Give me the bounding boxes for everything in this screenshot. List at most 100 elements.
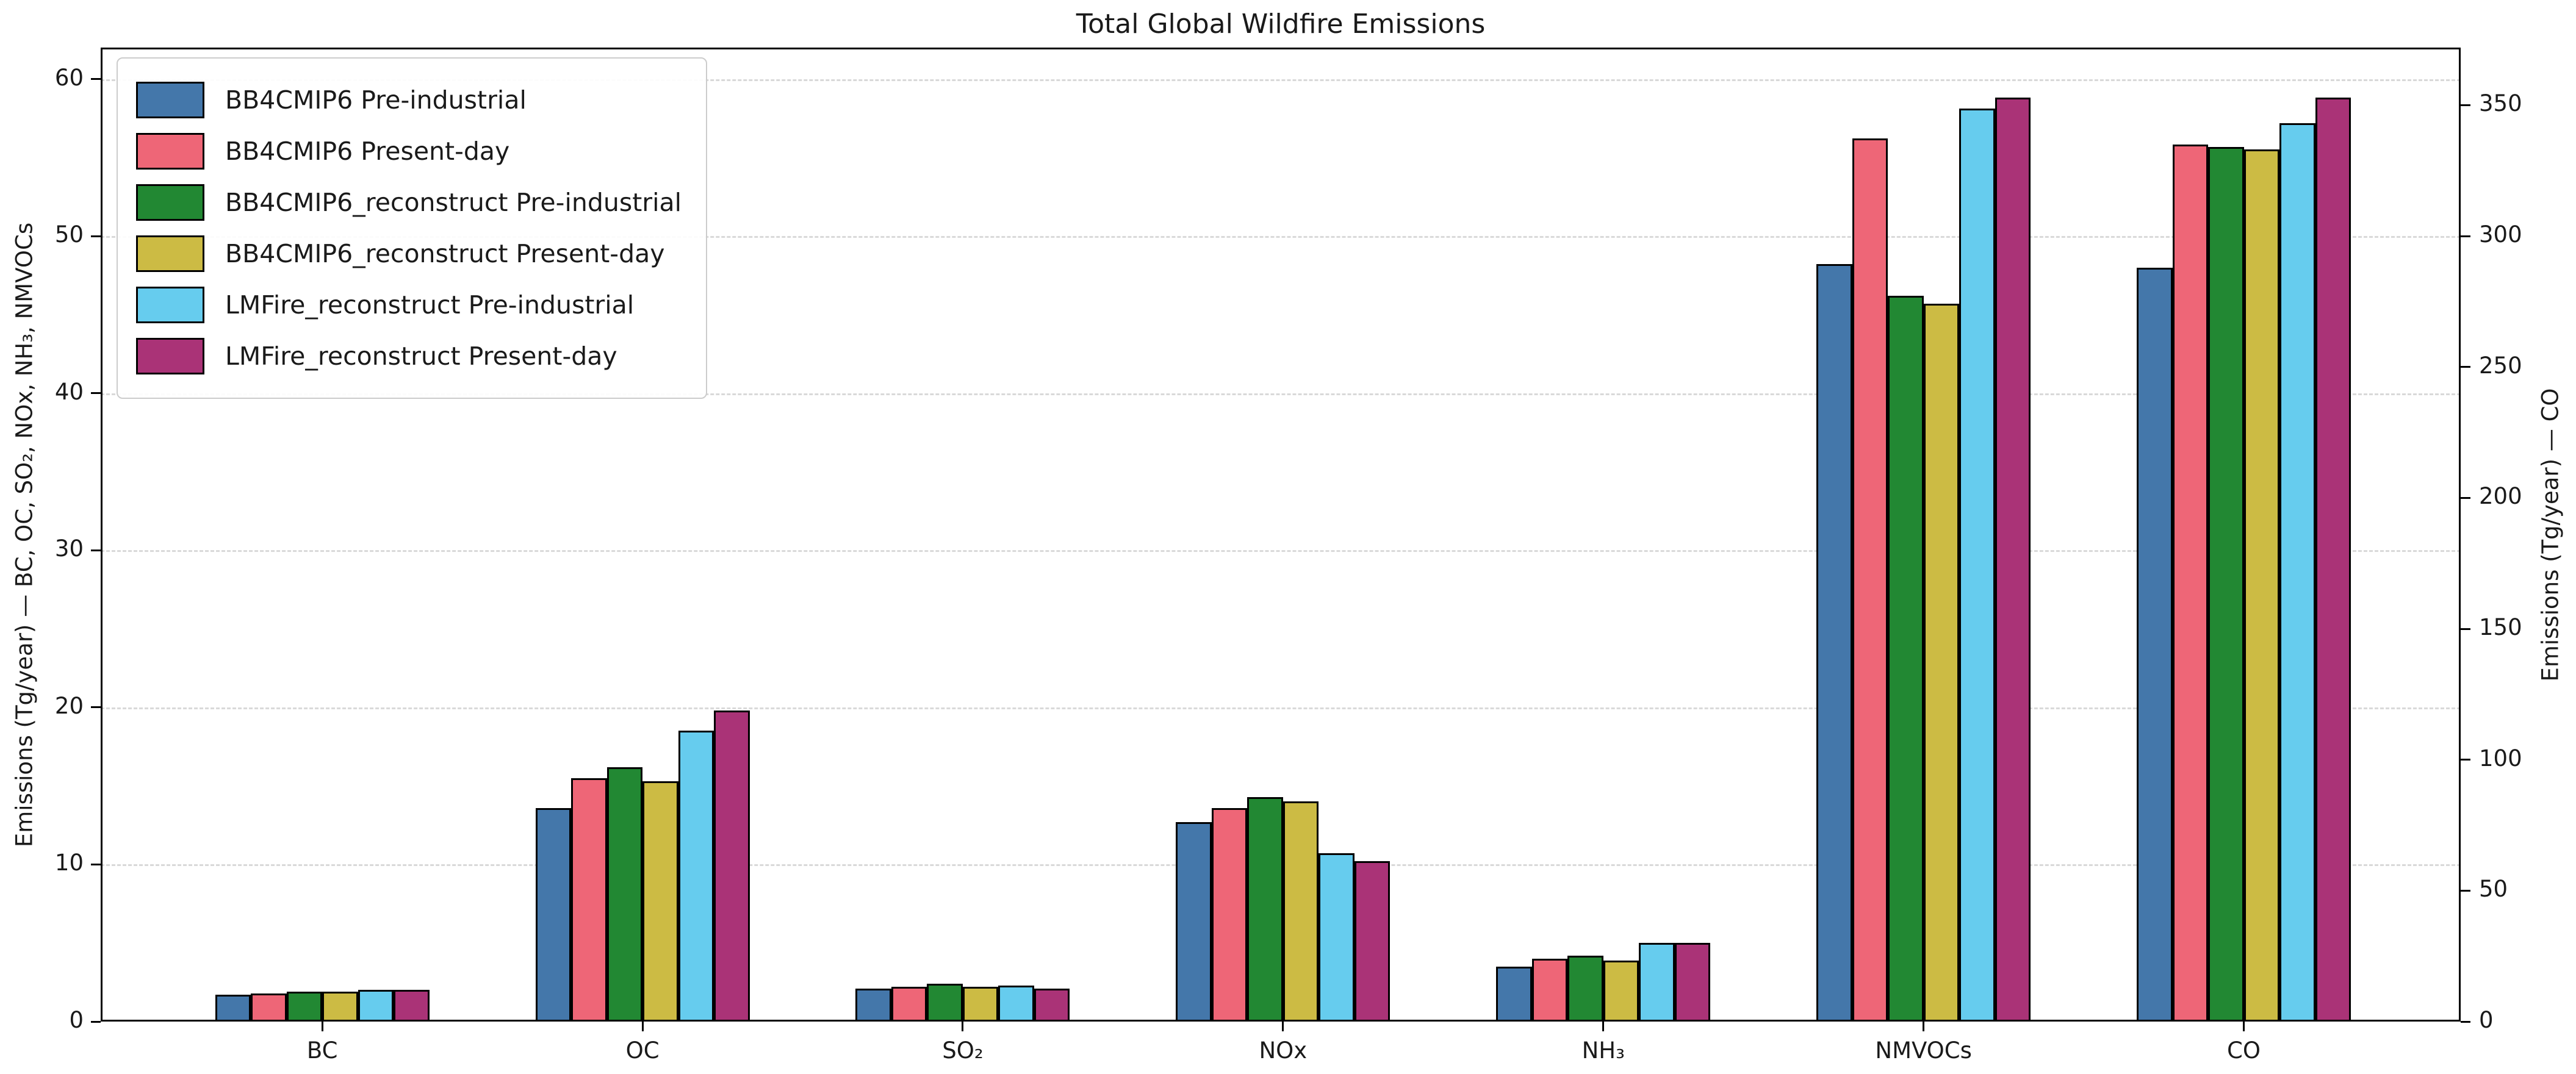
bar	[571, 778, 607, 1022]
legend-swatch	[136, 338, 204, 374]
bar	[1354, 861, 1391, 1022]
y-tick-label-right: 50	[2479, 876, 2508, 903]
legend-label: LMFire_reconstruct Pre-industrial	[225, 290, 635, 320]
legend-label: BB4CMIP6 Pre-industrial	[225, 85, 527, 115]
bar	[251, 993, 287, 1022]
y-tick-label-left: 50	[54, 221, 84, 248]
y-tick-mark-left	[91, 549, 101, 551]
y-tick-mark-right	[2461, 104, 2470, 106]
legend-item: BB4CMIP6_reconstruct Pre-industrial	[136, 177, 682, 228]
y-tick-label-right: 100	[2479, 745, 2522, 771]
bar	[1034, 988, 1070, 1022]
x-tick-label: NMVOCs	[1875, 1037, 1972, 1064]
bar	[998, 985, 1034, 1022]
y-tick-mark-left	[91, 235, 101, 237]
legend-label: LMFire_reconstruct Present-day	[225, 342, 617, 371]
x-tick-label: NOx	[1259, 1037, 1308, 1064]
x-tick-mark	[641, 1022, 644, 1031]
bar	[1319, 853, 1355, 1022]
y-tick-mark-right	[2461, 496, 2470, 499]
legend-label: BB4CMIP6_reconstruct Present-day	[225, 239, 665, 268]
y-tick-label-left: 60	[54, 64, 84, 91]
y-tick-mark-right	[2461, 889, 2470, 892]
bar	[855, 988, 891, 1022]
bar	[1816, 264, 1852, 1022]
legend-label: BB4CMIP6_reconstruct Pre-industrial	[225, 188, 682, 217]
bar	[286, 992, 323, 1022]
legend: BB4CMIP6 Pre-industrial BB4CMIP6 Present-…	[117, 57, 708, 399]
chart-title: Total Global Wildfire Emissions	[1076, 9, 1486, 40]
y-tick-label-left: 20	[54, 692, 84, 719]
y-tick-label-left: 30	[54, 535, 84, 562]
bar	[1888, 295, 1924, 1022]
y-tick-label-left: 0	[69, 1007, 84, 1033]
gridline	[101, 236, 2461, 238]
bar	[215, 995, 251, 1022]
bar	[2137, 267, 2173, 1022]
bar	[1531, 958, 1568, 1022]
bar	[642, 781, 678, 1022]
bar	[1959, 109, 1995, 1022]
y-tick-label-right: 300	[2479, 221, 2522, 248]
bar	[1852, 138, 1888, 1022]
legend-swatch	[136, 133, 204, 170]
bar	[1176, 822, 1212, 1022]
legend-swatch	[136, 235, 204, 272]
y-tick-label-left: 10	[54, 850, 84, 876]
bar	[962, 987, 999, 1022]
bar	[1639, 943, 1675, 1022]
legend-swatch	[136, 287, 204, 323]
y-tick-label-right: 200	[2479, 483, 2522, 510]
x-tick-mark	[1923, 1022, 1925, 1031]
y-tick-mark-right	[2461, 366, 2470, 368]
gridline	[101, 79, 2461, 81]
y-tick-label-right: 250	[2479, 352, 2522, 379]
gridline	[101, 707, 2461, 709]
bar	[1567, 955, 1603, 1022]
x-tick-label: SO₂	[942, 1037, 984, 1064]
legend-item: LMFire_reconstruct Pre-industrial	[136, 279, 682, 331]
gridline	[101, 550, 2461, 553]
bar	[535, 807, 572, 1022]
bar	[358, 990, 394, 1022]
y-tick-mark-left	[91, 78, 101, 81]
legend-item: BB4CMIP6 Present-day	[136, 126, 682, 177]
y-tick-mark-right	[2461, 628, 2470, 630]
x-tick-mark	[1282, 1022, 1284, 1031]
x-tick-label: BC	[306, 1037, 338, 1064]
y-tick-mark-left	[91, 863, 101, 865]
bar	[2243, 149, 2280, 1022]
legend-item: BB4CMIP6_reconstruct Present-day	[136, 228, 682, 279]
bar	[606, 767, 643, 1022]
bar	[2172, 144, 2209, 1022]
bar	[1603, 960, 1639, 1022]
x-tick-label: CO	[2227, 1037, 2261, 1064]
y-axis-label-left: Emissions (Tg/year) — BC, OC, SO₂, NOx, …	[11, 222, 38, 847]
y-tick-label-right: 350	[2479, 90, 2522, 117]
y-tick-label-right: 0	[2479, 1007, 2494, 1033]
legend-swatch	[136, 82, 204, 118]
bar	[714, 710, 750, 1022]
bar	[1211, 807, 1248, 1022]
x-tick-mark	[2243, 1022, 2245, 1031]
bar	[1674, 943, 1711, 1022]
y-tick-mark-left	[91, 706, 101, 709]
y-tick-mark-right	[2461, 759, 2470, 761]
legend-item: LMFire_reconstruct Present-day	[136, 331, 682, 382]
y-tick-mark-right	[2461, 1020, 2470, 1023]
bar	[2315, 97, 2351, 1022]
y-tick-label-left: 40	[54, 378, 84, 405]
legend-label: BB4CMIP6 Present-day	[225, 137, 510, 166]
bar	[927, 984, 963, 1022]
bar	[322, 992, 358, 1022]
bar	[1496, 966, 1532, 1022]
gridline	[101, 393, 2461, 395]
x-tick-mark	[321, 1022, 323, 1031]
bar	[1247, 797, 1283, 1022]
y-tick-label-right: 150	[2479, 614, 2522, 641]
bar	[1923, 303, 1960, 1022]
bar	[2279, 123, 2315, 1022]
legend-swatch	[136, 184, 204, 221]
x-tick-mark	[1602, 1022, 1605, 1031]
